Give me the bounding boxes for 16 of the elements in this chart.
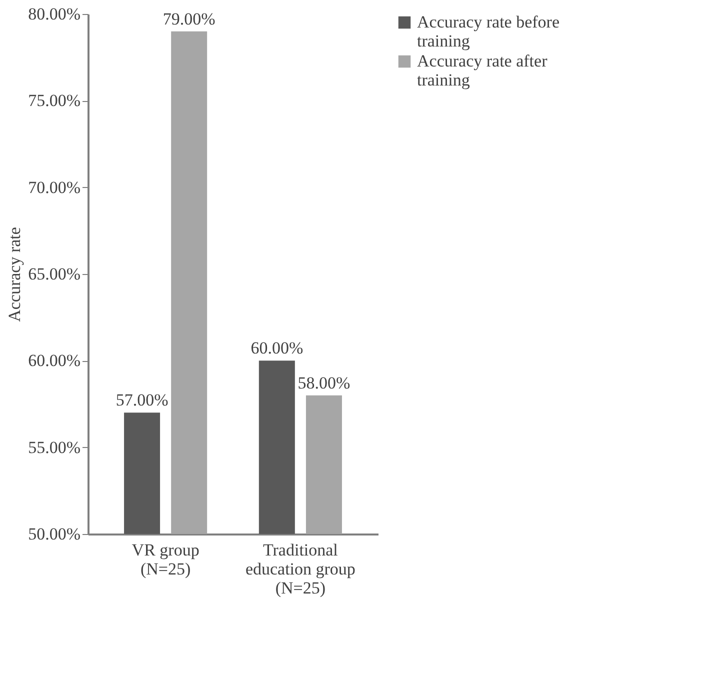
data-label: 57.00%	[116, 390, 168, 410]
y-tick-label: 55.00%	[28, 438, 80, 457]
y-tick-label: 75.00%	[28, 91, 80, 110]
data-label: 79.00%	[162, 9, 216, 28]
y-tick-label: 80.00%	[28, 4, 80, 24]
x-tick-label: VR group (N=25)	[132, 540, 200, 578]
data-label: 58.00%	[298, 373, 350, 392]
data-label: 60.00%	[250, 338, 304, 358]
y-axis-title: Accuracy rate	[5, 227, 24, 322]
y-tick-label: 70.00%	[28, 178, 80, 197]
y-tick-label: 60.00%	[28, 351, 80, 370]
legend-label: Accuracy rate after training	[417, 52, 548, 90]
y-tick-label: 65.00%	[28, 264, 80, 284]
x-tick-label: Traditional education group (N=25)	[245, 540, 356, 598]
y-tick-label: 50.00%	[28, 524, 80, 544]
legend-label: Accuracy rate before training	[417, 12, 560, 50]
